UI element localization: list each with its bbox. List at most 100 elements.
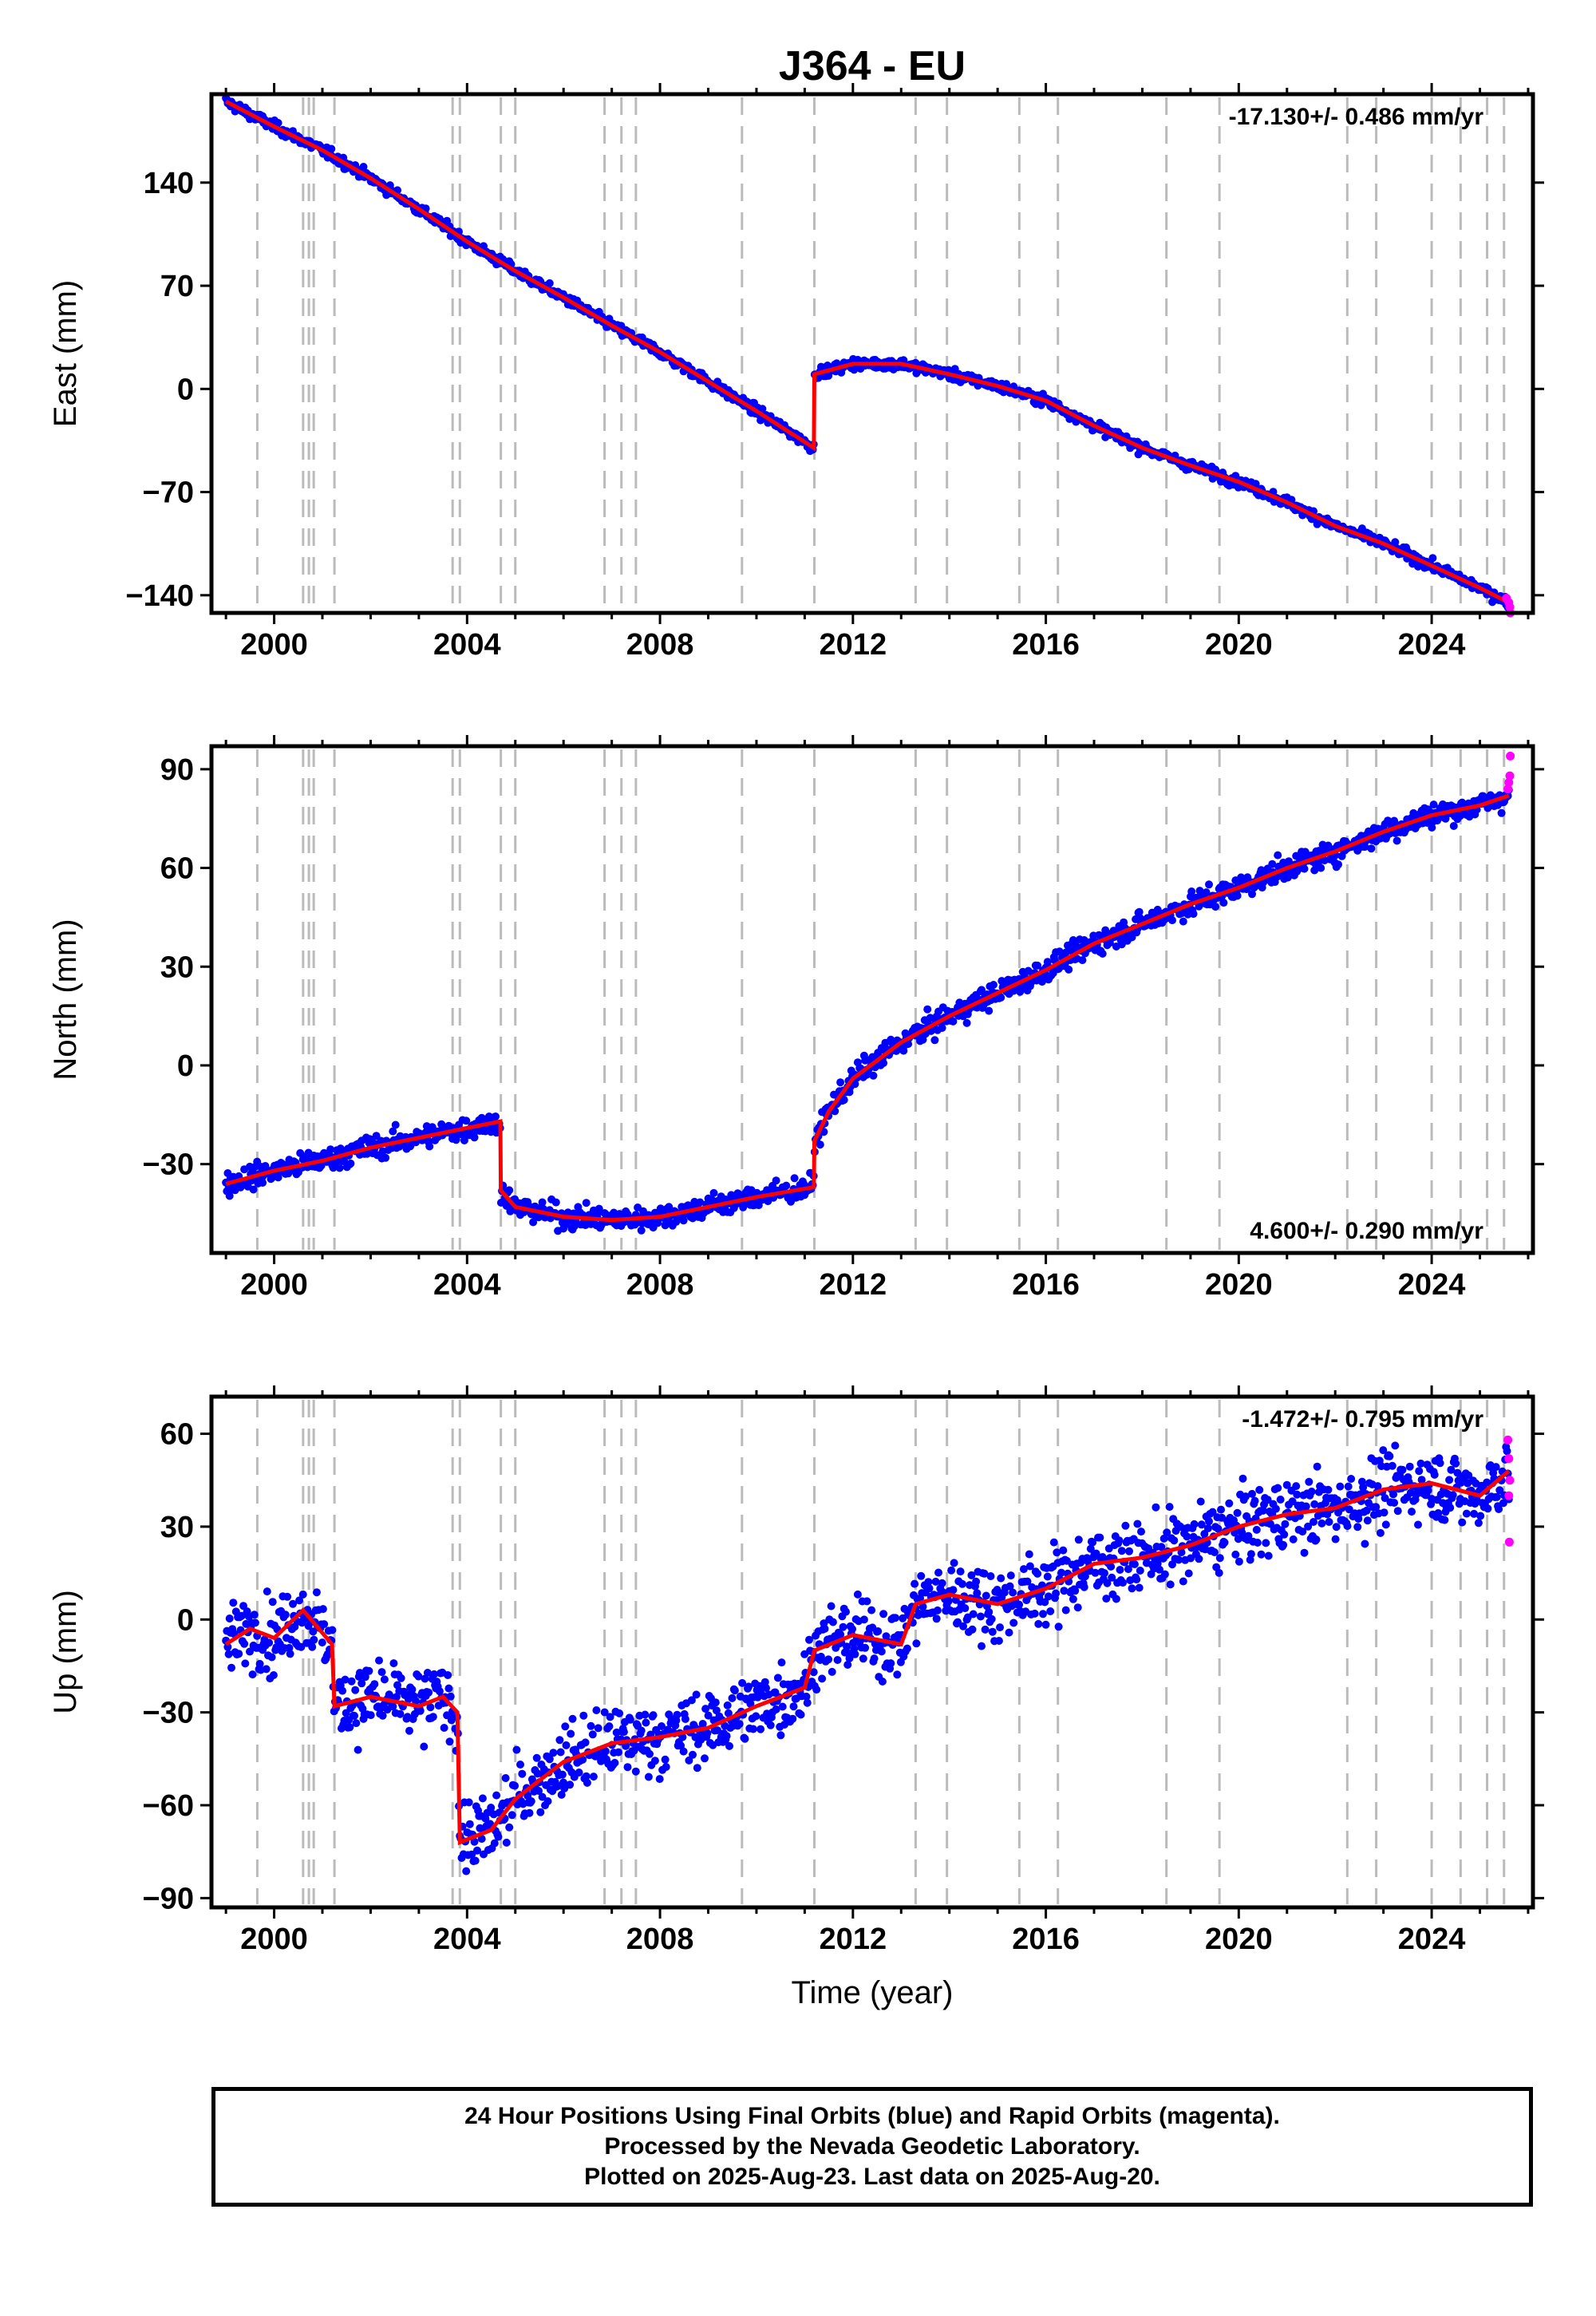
model-fit-line	[224, 1469, 1511, 1846]
final-orbit-point	[508, 1811, 516, 1820]
final-orbit-point	[549, 1749, 558, 1757]
y-tick-label: 140	[144, 167, 194, 200]
rapid-orbit-point	[1505, 771, 1515, 781]
final-orbit-point	[1353, 1523, 1362, 1531]
final-orbit-point	[709, 1188, 718, 1197]
north-panel: 2000 2004 2008 2012 2016 2020 2024 90 60 30 0 −30 No…	[48, 735, 1544, 1302]
final-orbit-point	[525, 1808, 534, 1817]
final-orbit-point	[328, 1626, 337, 1634]
final-orbit-point	[558, 1770, 567, 1779]
final-orbit-point	[1391, 538, 1400, 547]
final-orbit-point	[587, 1721, 595, 1730]
final-orbit-point	[465, 1820, 474, 1828]
plot-frame	[209, 744, 1535, 1255]
final-orbit-point	[516, 1761, 524, 1769]
final-orbit-point	[828, 1667, 836, 1676]
final-orbit-point	[917, 1571, 926, 1580]
final-orbit-point	[887, 1659, 895, 1668]
final-orbit-point	[274, 119, 282, 127]
x-tick-label: 2016	[1012, 1923, 1080, 1956]
final-orbit-point	[506, 1207, 515, 1215]
final-orbit-point	[950, 1559, 958, 1567]
final-orbit-point	[925, 1584, 934, 1593]
final-orbit-point	[1262, 1539, 1270, 1547]
final-orbit-point	[420, 1742, 429, 1751]
final-orbit-point	[1080, 1583, 1088, 1591]
final-orbit-point	[1388, 1461, 1396, 1470]
final-orbit-point	[778, 1702, 787, 1711]
final-orbit-point	[711, 1698, 720, 1707]
model-fit-line	[225, 793, 1510, 1223]
y-tick-label: −30	[143, 1697, 194, 1730]
final-orbit-point	[444, 1684, 453, 1693]
final-orbit-point	[959, 1622, 967, 1630]
final-orbit-point	[375, 1656, 383, 1665]
final-orbit-point	[1073, 1603, 1082, 1612]
final-orbit-point	[655, 1775, 664, 1784]
x-tick-label: 2008	[626, 628, 694, 662]
final-orbit-point	[396, 1709, 405, 1718]
final-orbit-point	[1414, 1520, 1422, 1529]
final-orbit-point	[235, 1650, 243, 1658]
final-orbit-point	[1165, 1503, 1174, 1512]
x-tick-label: 2008	[626, 1268, 694, 1302]
final-orbit-point	[1347, 1475, 1356, 1483]
final-orbit-point	[772, 1176, 780, 1185]
final-orbit-point	[1274, 1484, 1282, 1492]
rapid-orbit-point	[1506, 751, 1515, 761]
rapid-orbit-point	[1503, 1435, 1513, 1445]
final-orbit-point	[776, 1731, 785, 1740]
final-orbit-point	[1069, 1595, 1077, 1603]
final-orbit-point	[377, 1668, 386, 1677]
final-orbit-point	[877, 1647, 886, 1656]
final-orbit-point	[381, 1153, 390, 1162]
final-orbit-point	[440, 1724, 448, 1732]
final-orbit-point	[1179, 917, 1187, 926]
final-orbit-point	[803, 1698, 812, 1707]
final-orbit-point	[1334, 860, 1342, 869]
final-orbit-point	[1009, 1588, 1017, 1597]
final-orbit-point	[380, 1675, 389, 1684]
plot-frame	[209, 92, 1535, 615]
final-orbit-point	[581, 1738, 590, 1747]
final-orbit-point	[879, 1610, 888, 1618]
final-orbit-point	[1219, 899, 1228, 907]
footer-line-2: Processed by the Nevada Geodetic Laborat…	[604, 2133, 1140, 2160]
final-orbit-point	[594, 1724, 602, 1733]
final-orbit-point	[766, 1721, 775, 1729]
final-orbit-point	[471, 1856, 480, 1865]
final-orbit-point	[511, 1781, 519, 1790]
final-orbit-point	[1246, 1550, 1255, 1559]
final-orbit-point	[1445, 1476, 1454, 1484]
final-orbit-point	[320, 1620, 329, 1629]
chart-title: J364 - EU	[779, 43, 966, 89]
final-orbit-point	[1166, 1580, 1175, 1589]
final-orbit-point	[452, 1136, 460, 1144]
final-orbit-point	[240, 1639, 249, 1648]
final-orbit-point	[268, 1598, 277, 1607]
final-orbit-point	[227, 1663, 235, 1672]
final-orbit-point	[352, 1719, 361, 1728]
final-orbit-points	[222, 93, 1513, 611]
final-orbit-point	[969, 1610, 978, 1618]
final-orbit-point	[990, 981, 998, 989]
final-orbit-point	[310, 1635, 318, 1644]
final-orbit-point	[283, 1592, 292, 1601]
footer-line-1: 24 Hour Positions Using Final Orbits (bl…	[464, 2103, 1280, 2129]
final-orbit-point	[1078, 956, 1087, 965]
final-orbit-point	[644, 1773, 653, 1781]
final-orbit-point	[833, 1656, 842, 1664]
final-orbit-point	[827, 1602, 836, 1611]
final-orbit-point	[1052, 1589, 1061, 1598]
final-orbit-point	[1238, 1474, 1247, 1483]
final-orbit-point	[615, 1709, 624, 1717]
final-orbit-point	[462, 1867, 471, 1875]
final-orbit-point	[1483, 1504, 1492, 1513]
final-orbit-point	[1039, 1610, 1047, 1618]
final-orbit-point	[501, 1774, 510, 1782]
final-orbit-point	[505, 1186, 514, 1195]
final-orbit-point	[1440, 1516, 1449, 1524]
final-orbit-point	[1210, 1548, 1219, 1556]
final-orbit-point	[874, 1627, 883, 1635]
final-orbit-points	[222, 1441, 1513, 1875]
